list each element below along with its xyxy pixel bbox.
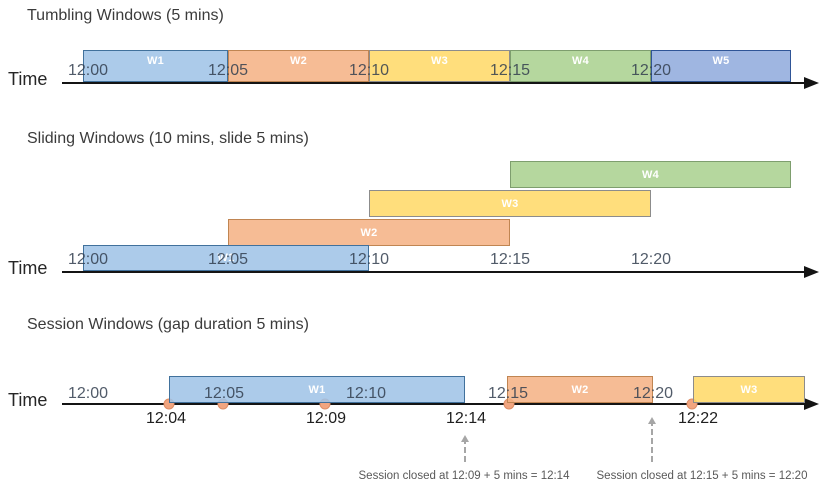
session-tick-label: 12:20 [632,385,674,402]
session-tick-label: 12:15 [487,385,529,402]
window-label: W1 [308,383,326,396]
sliding-tick-label: 12:20 [630,251,672,268]
session-close-arrow-icon [461,435,469,462]
sliding-window-w1: W1 [83,245,369,271]
time-axis-label: Time [8,390,48,410]
window-label: W4 [571,55,590,67]
axis-arrowhead-icon [804,398,819,410]
axis-arrowhead-icon [804,77,819,89]
tumbling-window-w4: W4 [510,50,651,82]
window-label: W4 [641,168,660,181]
tumbling-tick-label: 12:20 [630,62,672,79]
tumbling-window-w2: W2 [228,50,369,82]
session-tick-label: 12:00 [67,385,109,402]
sliding-tick-label: 12:15 [489,251,531,268]
axis-arrowhead-icon [804,266,819,278]
time-axis-label: Time [8,69,48,89]
window-label: W2 [360,226,378,239]
event-dot-icon [217,398,229,410]
sliding-tick-label: 12:10 [348,251,390,268]
session-close-arrow-icon [648,417,656,462]
event-time-label: 12:14 [445,410,487,427]
session-window-w3: W3 [693,376,805,403]
session-close-annotation: Session closed at 12:15 + 5 mins = 12:20 [596,470,808,482]
window-label: W2 [571,383,589,396]
sliding-window-w2: W2 [228,219,510,246]
tumbling-tick-label: 12:15 [489,62,531,79]
event-dot-icon [319,398,331,410]
time-axis-line [62,271,806,273]
session-window-w1: W1 [169,376,465,403]
window-label: W5 [712,55,730,67]
tumbling-window-w1: W1 [83,50,228,82]
section-title-tumbling: Tumbling Windows (5 mins) [27,7,224,24]
section-title-sliding: Sliding Windows (10 mins, slide 5 mins) [27,130,309,147]
time-axis-line [62,82,806,84]
tumbling-tick-label: 12:05 [207,62,249,79]
session-window-w2: W2 [507,376,653,403]
sliding-tick-label: 12:00 [67,251,109,268]
session-tick-label: 12:10 [345,385,387,402]
event-dot-icon [163,398,175,410]
time-axis-label: Time [8,258,48,278]
event-dot-icon [503,398,515,410]
sliding-tick-label: 12:05 [207,251,249,268]
window-label: W1 [146,55,165,67]
session-close-annotation: Session closed at 12:09 + 5 mins = 12:14 [358,470,570,482]
window-label: W3 [430,55,449,67]
window-label: W3 [740,383,758,396]
event-dot-icon [686,398,698,410]
time-axis-line [62,403,806,405]
tumbling-window-w3: W3 [369,50,510,82]
event-time-label: 12:09 [305,410,347,427]
section-title-session: Session Windows (gap duration 5 mins) [27,316,309,333]
window-label: W2 [289,55,308,67]
tumbling-window-w5: W5 [651,50,791,82]
event-time-label: 12:22 [677,410,719,427]
sliding-window-w3: W3 [369,190,651,217]
tumbling-tick-label: 12:00 [67,62,109,79]
session-tick-label: 12:05 [203,385,245,402]
event-time-label: 12:04 [145,410,187,427]
window-label: W1 [217,252,235,264]
sliding-window-w4: W4 [510,161,791,188]
tumbling-tick-label: 12:10 [348,62,390,79]
window-label: W3 [501,197,519,210]
